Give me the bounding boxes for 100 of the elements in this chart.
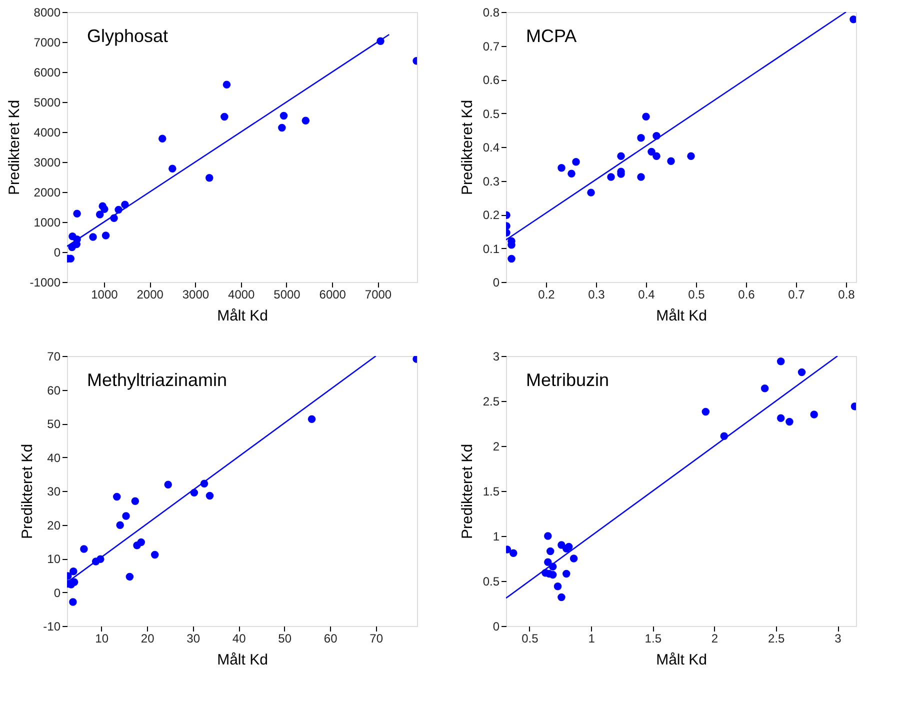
- point: [652, 152, 660, 160]
- y-axis-title: Predikteret Kd: [6, 100, 23, 196]
- y-tick-label: 3: [492, 350, 500, 364]
- x-tick-label: 70: [370, 632, 384, 646]
- point: [164, 480, 172, 488]
- y-tick-label: 0.6: [482, 73, 500, 87]
- point: [637, 173, 645, 181]
- point: [786, 418, 794, 426]
- x-tick-label: 2.5: [768, 632, 786, 646]
- y-tick-label: 0.7: [482, 39, 500, 54]
- text: Glyphosat: [87, 26, 168, 46]
- point: [280, 112, 288, 120]
- point: [564, 542, 573, 551]
- point: [554, 582, 562, 590]
- y-tick-label: 1: [492, 530, 500, 544]
- point: [648, 148, 656, 156]
- y-tick-label: 0.8: [482, 6, 500, 20]
- point: [558, 164, 566, 172]
- y-tick-label: 0.2: [482, 208, 500, 222]
- point: [642, 112, 650, 120]
- text: MCPA: [526, 26, 577, 46]
- y-axis-title: Predikteret Kd: [458, 444, 476, 540]
- y-tick-label: 0: [492, 276, 500, 290]
- y-axis-title: Predikteret Kd: [458, 100, 476, 196]
- point: [137, 538, 145, 546]
- point: [116, 521, 124, 529]
- point: [760, 384, 769, 392]
- point: [687, 152, 695, 160]
- y-tick-label: 2000: [34, 186, 61, 200]
- y-tick-label: 0.4: [482, 140, 500, 154]
- y-tick-label: 10: [47, 552, 61, 566]
- point: [562, 570, 570, 578]
- text: Methyltriazinamin: [87, 370, 228, 390]
- point: [96, 210, 104, 218]
- point: [206, 174, 214, 182]
- y-tick-label: 6000: [34, 66, 61, 80]
- x-tick-label: 2: [711, 632, 718, 646]
- x-tick-label: 0.6: [738, 288, 756, 302]
- point: [168, 164, 176, 172]
- point: [100, 205, 108, 213]
- y-tick-label: 20: [47, 518, 61, 532]
- x-tick-label: 20: [140, 632, 155, 646]
- point: [158, 134, 166, 142]
- x-tick-label: 40: [232, 632, 246, 646]
- point: [102, 232, 110, 240]
- x-tick-label: 1000: [91, 288, 118, 302]
- x-tick-label: 0.5: [688, 288, 706, 302]
- y-tick-label: 0.5: [482, 106, 500, 121]
- point: [607, 173, 615, 181]
- point: [617, 152, 625, 160]
- x-tick-label: 4000: [228, 288, 256, 302]
- y-tick-label: 8000: [34, 6, 61, 20]
- y-tick-label: 1.5: [482, 484, 500, 498]
- point: [572, 158, 580, 166]
- y-tick-label: 30: [47, 484, 61, 498]
- point: [112, 492, 121, 501]
- y-tick-label: 0.1: [482, 242, 500, 256]
- point: [70, 578, 78, 586]
- y-tick-label: -1000: [30, 276, 61, 290]
- point: [544, 532, 552, 540]
- y-tick-label: 0.3: [482, 174, 500, 188]
- x-tick-label: 0.7: [788, 288, 806, 302]
- y-tick-label: 0.5: [482, 574, 500, 588]
- y-tick-label: 0: [54, 586, 61, 600]
- x-tick-label: 1: [588, 632, 596, 646]
- x-axis-title: Målt Kd: [656, 308, 707, 324]
- point: [131, 497, 140, 505]
- x-tick-label: 1.5: [644, 632, 662, 646]
- point: [89, 233, 97, 241]
- point: [776, 414, 785, 422]
- point: [278, 124, 286, 132]
- point: [69, 598, 77, 606]
- point: [222, 80, 231, 88]
- point: [220, 112, 228, 121]
- point: [667, 157, 675, 166]
- point: [558, 593, 566, 602]
- y-tick-label: 7000: [34, 36, 61, 50]
- y-tick-label: -10: [43, 620, 61, 634]
- y-tick-label: 0: [54, 246, 61, 260]
- point: [122, 512, 130, 520]
- x-tick-label: 2000: [136, 288, 164, 302]
- x-tick-label: 0.3: [588, 288, 606, 302]
- y-tick-label: 70: [47, 350, 61, 364]
- x-tick-label: 0.5: [522, 632, 539, 646]
- y-tick-label: 5000: [34, 96, 61, 110]
- point: [80, 545, 88, 553]
- point: [798, 368, 806, 376]
- point: [206, 492, 214, 500]
- x-axis-title: Målt Kd: [656, 652, 707, 668]
- y-tick-label: 4000: [34, 126, 61, 140]
- point: [570, 554, 578, 562]
- point: [702, 408, 710, 416]
- point: [587, 188, 595, 196]
- y-tick-label: 2.5: [482, 394, 500, 408]
- x-tick-label: 10: [95, 632, 109, 646]
- y-tick-label: 40: [47, 450, 61, 465]
- point: [850, 16, 856, 24]
- y-tick-label: 3000: [34, 156, 61, 170]
- x-axis-title: Målt Kd: [217, 652, 268, 668]
- y-tick-label: 50: [47, 417, 61, 431]
